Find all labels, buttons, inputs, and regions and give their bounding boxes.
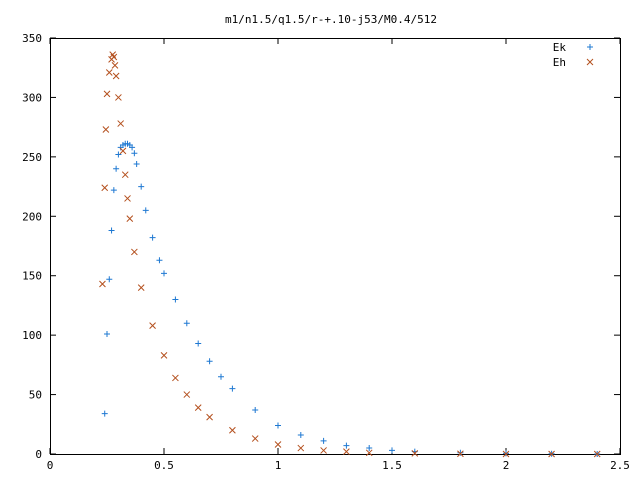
data-point bbox=[115, 94, 122, 101]
legend-label-ek: Ek bbox=[553, 41, 567, 54]
data-point bbox=[149, 322, 156, 329]
axes: 0 0.5 1 1.5 2 2.5 0 50 100 150 200 250 300 350 bbox=[22, 32, 630, 472]
data-point bbox=[115, 151, 122, 158]
data-point bbox=[117, 120, 125, 127]
data-point bbox=[131, 150, 138, 157]
data-point bbox=[111, 61, 119, 69]
data-point bbox=[194, 404, 202, 411]
y-tick-label: 350 bbox=[22, 32, 42, 45]
data-point bbox=[138, 183, 145, 190]
data-point bbox=[251, 435, 259, 442]
data-point bbox=[142, 207, 149, 214]
data-point bbox=[105, 69, 113, 76]
data-point bbox=[108, 227, 115, 234]
data-point bbox=[275, 422, 281, 429]
data-point bbox=[129, 144, 136, 151]
data-point bbox=[195, 340, 202, 347]
data-point bbox=[113, 165, 120, 172]
data-point bbox=[110, 187, 117, 194]
x-tick-label: 0.5 bbox=[154, 459, 174, 472]
y-tick-label: 50 bbox=[29, 389, 42, 402]
data-point bbox=[206, 358, 213, 365]
data-point bbox=[457, 450, 464, 458]
data-point bbox=[104, 330, 110, 337]
data-point bbox=[103, 90, 111, 98]
data-point bbox=[411, 450, 419, 457]
series-eh bbox=[99, 51, 601, 458]
chart-title: m1/n1.5/q1.5/r-+.10-j53/M0.4/512 bbox=[225, 13, 437, 26]
data-point bbox=[297, 431, 304, 438]
data-point bbox=[502, 450, 510, 458]
data-point bbox=[343, 448, 350, 455]
data-point bbox=[218, 373, 224, 380]
y-tick-label: 150 bbox=[22, 270, 42, 283]
data-point bbox=[126, 215, 134, 223]
y-tick-label: 250 bbox=[22, 151, 42, 164]
legend-label-eh: Eh bbox=[553, 56, 566, 69]
x-tick-label: 1 bbox=[275, 459, 282, 472]
legend-marker-point bbox=[587, 44, 593, 50]
data-point bbox=[161, 270, 167, 277]
data-point bbox=[297, 444, 305, 452]
data-point bbox=[133, 160, 140, 167]
data-point bbox=[101, 184, 109, 192]
data-point bbox=[106, 276, 113, 283]
plot-series bbox=[99, 51, 601, 458]
y-tick-label: 100 bbox=[22, 329, 42, 342]
legend: Ek Eh bbox=[553, 41, 594, 69]
series-ek bbox=[101, 140, 601, 457]
data-point bbox=[206, 413, 213, 421]
x-tick-label: 2 bbox=[503, 459, 510, 472]
data-point bbox=[119, 147, 127, 155]
data-point bbox=[320, 437, 327, 444]
data-point bbox=[131, 248, 138, 256]
data-point bbox=[389, 447, 395, 454]
x-tick-label: 0 bbox=[47, 459, 54, 472]
plot-frame bbox=[50, 38, 621, 455]
data-point bbox=[112, 72, 120, 80]
data-point bbox=[149, 234, 156, 241]
data-point bbox=[593, 450, 601, 458]
data-point bbox=[137, 284, 145, 291]
x-tick-label: 1.5 bbox=[382, 459, 402, 472]
data-point bbox=[320, 447, 327, 454]
data-point bbox=[183, 391, 191, 398]
data-point bbox=[457, 449, 464, 456]
data-point bbox=[183, 320, 190, 327]
data-point bbox=[229, 385, 236, 392]
data-point bbox=[110, 53, 118, 61]
legend-marker-point bbox=[586, 58, 594, 66]
data-point bbox=[229, 426, 236, 434]
data-point bbox=[121, 171, 129, 179]
y-tick-label: 200 bbox=[22, 210, 42, 223]
data-point bbox=[172, 296, 179, 303]
data-point bbox=[101, 410, 108, 417]
data-point bbox=[366, 445, 373, 452]
data-point bbox=[102, 126, 110, 133]
legend-marker-ek bbox=[587, 44, 593, 50]
data-point bbox=[156, 257, 163, 264]
legend-marker-eh bbox=[586, 58, 594, 66]
data-point bbox=[172, 374, 179, 382]
data-point bbox=[99, 280, 106, 288]
data-point bbox=[365, 449, 373, 457]
y-tick-label: 300 bbox=[22, 91, 42, 104]
data-point bbox=[274, 441, 282, 448]
data-point bbox=[160, 351, 168, 359]
x-tick-label: 2.5 bbox=[610, 459, 630, 472]
data-point bbox=[124, 195, 131, 202]
y-tick-label: 0 bbox=[35, 448, 42, 461]
data-point bbox=[548, 450, 555, 458]
data-point bbox=[343, 442, 350, 449]
data-point bbox=[252, 407, 259, 414]
